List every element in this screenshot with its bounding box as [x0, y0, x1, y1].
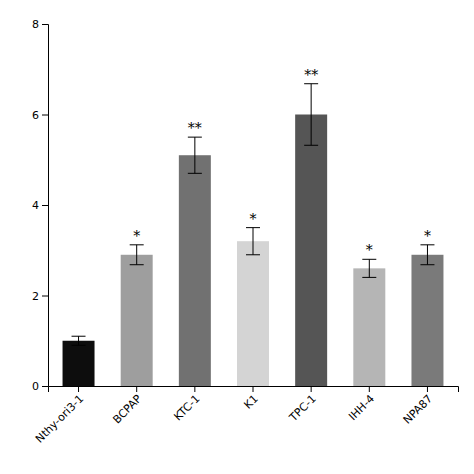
tick-label: NPA87: [401, 392, 435, 426]
significance-marker: **: [304, 67, 318, 83]
y-axis: 0 2 4 6 8: [32, 18, 49, 393]
bar: [411, 255, 443, 386]
tick: 0: [32, 380, 48, 393]
tick: BCPAP: [110, 386, 144, 426]
tick-label: 0: [32, 380, 39, 393]
tick-label: Nthy-ori3-1: [33, 392, 86, 445]
error-bar: [72, 336, 86, 345]
tick-label: BCPAP: [110, 392, 144, 426]
bar: [295, 115, 327, 387]
tick-mark: [194, 386, 195, 392]
tick-label: 2: [32, 290, 39, 303]
tick-mark: [311, 386, 312, 392]
tick-label: IHH-4: [346, 392, 377, 423]
bar: [353, 268, 385, 386]
chart-container: 0 2 4 6 8 Nthy-ori3-1 BCPAP KTC-1 K1 TPC-1 IHH-4 NP…: [0, 0, 474, 474]
significance-marker: **: [188, 120, 202, 136]
tick-mark: [136, 386, 137, 392]
error-bar: [304, 84, 318, 146]
tick: Nthy-ori3-1: [33, 386, 86, 446]
significance-marker: *: [366, 242, 373, 258]
tick: 2: [32, 290, 48, 303]
tick-mark: [42, 386, 48, 387]
chart: 0 2 4 6 8 Nthy-ori3-1 BCPAP KTC-1 K1 TPC-1 IHH-4 NP…: [0, 0, 474, 474]
tick: K1: [241, 386, 260, 412]
error-bar: [130, 245, 144, 265]
tick: NPA87: [401, 386, 435, 427]
bar: [237, 241, 269, 386]
tick-label: 4: [32, 199, 39, 212]
tick: 8: [32, 18, 48, 31]
tick: 4: [32, 199, 48, 212]
bar: [179, 155, 211, 386]
error-bar: [420, 245, 434, 265]
tick-mark: [369, 386, 370, 392]
tick-mark: [42, 24, 48, 25]
tick-mark: [427, 386, 428, 392]
tick: KTC-1: [171, 386, 202, 423]
tick-label: 8: [32, 18, 39, 31]
x-axis: Nthy-ori3-1 BCPAP KTC-1 K1 TPC-1 IHH-4 NPA87: [33, 386, 458, 446]
tick: IHH-4: [346, 386, 377, 423]
bar: [121, 255, 153, 386]
error-bar: [246, 228, 260, 255]
significance-marker: *: [250, 211, 257, 227]
tick-label: TPC-1: [286, 392, 319, 425]
tick: TPC-1: [286, 386, 319, 425]
tick-mark: [42, 205, 48, 206]
annotations: ********: [133, 67, 431, 259]
bar: [63, 341, 95, 386]
axis-line: [49, 387, 459, 393]
tick-mark: [78, 386, 79, 392]
error-bar: [188, 137, 202, 173]
error-bar: [362, 259, 376, 277]
tick-label: KTC-1: [171, 392, 202, 423]
tick-label: 6: [32, 109, 39, 122]
tick-label: K1: [241, 392, 260, 411]
axis-line: [42, 25, 49, 387]
tick-mark: [42, 296, 48, 297]
tick-mark: [42, 115, 48, 116]
plot: 0 2 4 6 8 Nthy-ori3-1 BCPAP KTC-1 K1 TPC-1 IHH-4 NP…: [32, 18, 459, 446]
tick-mark: [253, 386, 254, 392]
marks: [63, 84, 444, 386]
significance-marker: *: [133, 228, 140, 244]
significance-marker: *: [424, 228, 431, 244]
tick: 6: [32, 109, 48, 122]
